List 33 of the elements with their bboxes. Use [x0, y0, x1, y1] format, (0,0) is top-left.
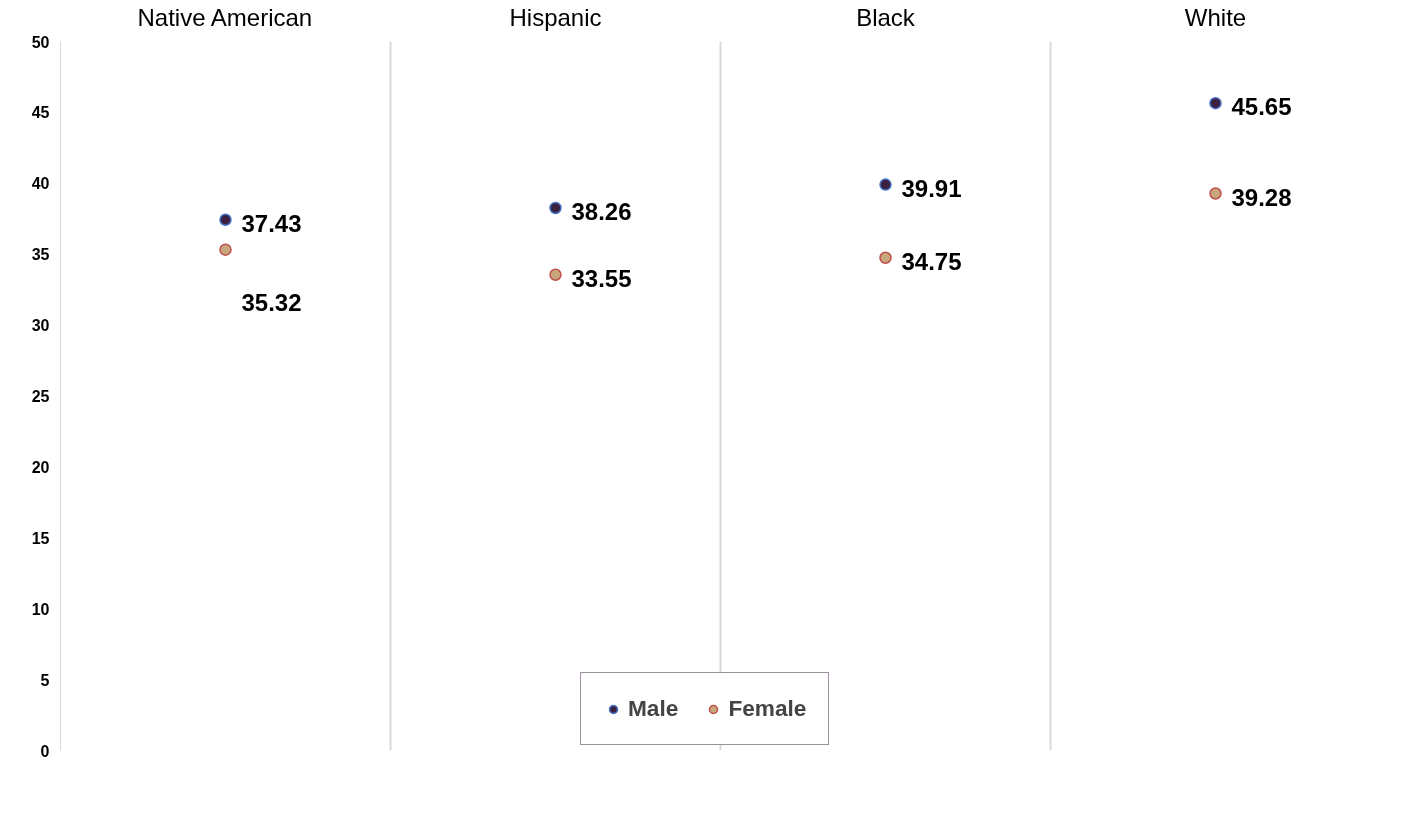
data-label: 34.75 — [901, 247, 962, 275]
y-tick-label: 25 — [31, 388, 50, 405]
x-tick-label: Native American — [137, 3, 313, 31]
point — [219, 213, 232, 226]
y-tick-label: 30 — [31, 317, 50, 335]
y-tick-label: 50 — [31, 33, 50, 51]
y-tick-label: 40 — [31, 175, 50, 193]
y-tick-label: 15 — [31, 529, 50, 547]
point — [549, 201, 562, 215]
x-tick-label: Hispanic — [509, 3, 602, 31]
point — [879, 178, 892, 191]
point — [219, 243, 232, 256]
x-tick-label: Black — [856, 3, 916, 31]
data-label: 37.43 — [241, 209, 302, 237]
y-tick-label: 10 — [31, 600, 50, 618]
data-label: 39.28 — [1231, 183, 1292, 211]
data-label: 39.91 — [901, 174, 962, 202]
y-tick-label: 5 — [40, 671, 50, 689]
data-label: 33.55 — [571, 264, 632, 292]
data-label: 35.32 — [241, 288, 302, 316]
point — [549, 268, 562, 281]
legend-label: Female — [728, 695, 807, 722]
point — [1209, 96, 1222, 110]
x-tick-label: White — [1184, 3, 1247, 31]
y-tick-label: 0 — [40, 742, 50, 760]
data-label: 45.65 — [1231, 93, 1292, 121]
y-tick-label: 20 — [31, 458, 50, 476]
data-label: 38.26 — [571, 197, 632, 225]
point — [879, 251, 892, 264]
y-tick-label: 35 — [31, 246, 50, 264]
y-tick-label: 45 — [31, 104, 50, 122]
point — [1209, 187, 1222, 200]
legend-label: Male — [628, 695, 679, 722]
